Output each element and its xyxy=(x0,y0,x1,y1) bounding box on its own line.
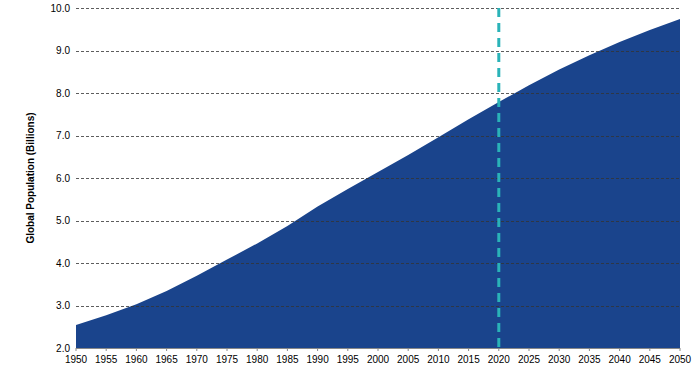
reference-line xyxy=(497,8,500,348)
x-tick-label: 2040 xyxy=(608,354,631,365)
y-tick-label: 6.0 xyxy=(56,173,70,184)
x-tick-label: 2050 xyxy=(669,354,692,365)
y-grid-line xyxy=(76,178,680,179)
x-tick-label: 2020 xyxy=(488,354,511,365)
x-tick xyxy=(559,348,560,351)
x-tick xyxy=(106,348,107,351)
x-tick-label: 1965 xyxy=(155,354,178,365)
x-tick-label: 1995 xyxy=(337,354,360,365)
x-tick xyxy=(589,348,590,351)
y-grid-line xyxy=(76,93,680,94)
x-tick xyxy=(498,348,499,351)
x-tick-label: 2005 xyxy=(397,354,420,365)
chart-svg: 2.0 3.0 4.0 5.0 6.0 7.0 8.0 9.0 10.0 1950 1955 1960… xyxy=(0,0,700,370)
x-tick xyxy=(529,348,530,351)
y-grid-line xyxy=(76,306,680,307)
x-tick-label: 1985 xyxy=(276,354,299,365)
x-tick xyxy=(649,348,650,351)
x-tick-label: 1975 xyxy=(216,354,239,365)
x-tick xyxy=(196,348,197,351)
x-tick-label: 1990 xyxy=(306,354,329,365)
chart-container: 2.0 3.0 4.0 5.0 6.0 7.0 8.0 9.0 10.0 1950 1955 1960… xyxy=(0,0,700,370)
x-tick xyxy=(76,348,77,351)
x-tick xyxy=(438,348,439,351)
y-tick-label: 9.0 xyxy=(56,45,70,56)
y-grid-line xyxy=(76,136,680,137)
y-grid-line xyxy=(76,51,680,52)
x-tick xyxy=(166,348,167,351)
x-tick-label: 2015 xyxy=(457,354,480,365)
x-tick xyxy=(227,348,228,351)
x-tick-label: 2045 xyxy=(639,354,662,365)
y-grid-line xyxy=(76,8,680,9)
x-tick-label: 2030 xyxy=(548,354,571,365)
y-tick-label: 10.0 xyxy=(51,3,71,14)
x-tick xyxy=(317,348,318,351)
y-tick-label: 5.0 xyxy=(56,215,70,226)
x-tick-label: 1960 xyxy=(125,354,148,365)
population-area xyxy=(76,19,680,348)
x-tick xyxy=(378,348,379,351)
x-tick xyxy=(680,348,681,351)
x-tick-label: 1950 xyxy=(65,354,88,365)
plot-area xyxy=(76,19,680,348)
y-grid-line xyxy=(76,221,680,222)
x-tick xyxy=(287,348,288,351)
x-tick-label: 2025 xyxy=(518,354,541,365)
y-grid-line xyxy=(76,263,680,264)
x-tick-label: 2000 xyxy=(367,354,390,365)
x-tick-label: 1970 xyxy=(186,354,209,365)
y-tick-label: 8.0 xyxy=(56,88,70,99)
x-tick-label: 1980 xyxy=(246,354,269,365)
y-tick-label: 7.0 xyxy=(56,130,70,141)
grid xyxy=(76,9,680,349)
y-tick-label: 3.0 xyxy=(56,300,70,311)
x-tick xyxy=(347,348,348,351)
y-axis-label: Global Population (Billions) xyxy=(25,112,36,243)
x-tick xyxy=(468,348,469,351)
x-tick-label: 2035 xyxy=(578,354,601,365)
x-tick xyxy=(136,348,137,351)
x-tick-label: 1955 xyxy=(95,354,118,365)
y-tick-label: 2.0 xyxy=(56,343,70,354)
x-tick xyxy=(619,348,620,351)
x-tick xyxy=(408,348,409,351)
x-tick xyxy=(257,348,258,351)
x-tick-label: 2010 xyxy=(427,354,450,365)
y-tick-label: 4.0 xyxy=(56,258,70,269)
